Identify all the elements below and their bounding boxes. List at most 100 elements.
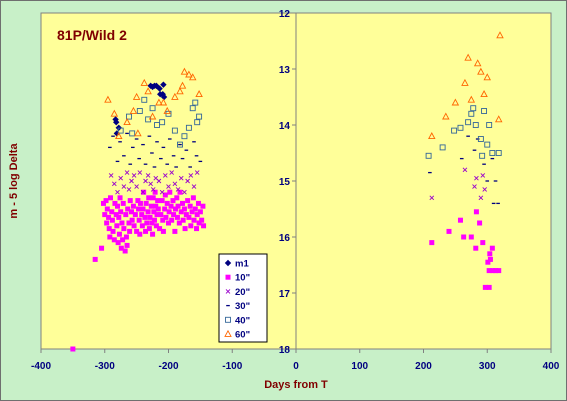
data-point xyxy=(461,234,467,240)
data-point xyxy=(131,173,137,178)
data-point xyxy=(489,245,495,251)
data-point xyxy=(477,67,485,75)
data-point xyxy=(191,184,197,189)
data-point xyxy=(149,220,155,226)
data-point xyxy=(137,200,143,206)
data-point xyxy=(477,220,483,226)
data-point xyxy=(465,119,472,126)
data-point xyxy=(490,268,496,274)
data-point xyxy=(118,245,124,251)
data-point xyxy=(134,184,139,189)
data-point xyxy=(109,209,115,215)
data-point xyxy=(482,284,488,290)
series-1 xyxy=(70,189,502,352)
data-point xyxy=(185,70,193,78)
data-point xyxy=(106,226,112,232)
data-point xyxy=(442,112,450,120)
data-point xyxy=(104,206,110,212)
series-4 xyxy=(117,96,502,159)
data-point xyxy=(461,78,469,86)
data-point xyxy=(136,217,142,223)
data-point xyxy=(169,217,175,223)
data-point xyxy=(480,90,488,98)
data-point xyxy=(132,212,138,218)
data-point xyxy=(472,122,479,128)
legend-label: 40" xyxy=(235,315,250,326)
data-point xyxy=(130,203,136,209)
data-point xyxy=(468,234,474,240)
data-point xyxy=(154,212,160,218)
data-point xyxy=(155,206,161,212)
data-point xyxy=(177,141,183,148)
data-point xyxy=(190,195,196,201)
data-point xyxy=(122,248,128,254)
data-point xyxy=(496,268,502,274)
data-point xyxy=(123,118,131,126)
data-point xyxy=(487,256,493,262)
data-point xyxy=(171,212,177,218)
data-point xyxy=(429,240,435,246)
data-point xyxy=(200,203,206,209)
data-point xyxy=(194,170,200,175)
data-point xyxy=(162,192,168,198)
data-point xyxy=(428,132,436,140)
data-point xyxy=(482,187,488,192)
series-3 xyxy=(108,132,500,205)
data-point xyxy=(137,170,143,175)
data-point xyxy=(486,268,492,274)
x-tick-label: -200 xyxy=(158,361,178,372)
data-point xyxy=(148,112,157,120)
data-point xyxy=(160,228,166,234)
data-point xyxy=(129,130,136,137)
data-point xyxy=(136,108,143,114)
data-point xyxy=(150,231,156,237)
data-point xyxy=(132,92,141,100)
data-point xyxy=(181,133,188,140)
data-point xyxy=(116,231,122,237)
legend-label: 10" xyxy=(235,273,250,284)
data-point xyxy=(146,226,152,232)
legend-marker xyxy=(224,259,232,267)
data-point xyxy=(172,181,178,187)
data-point xyxy=(170,198,176,204)
data-point xyxy=(176,220,182,226)
data-point xyxy=(178,175,184,181)
data-point xyxy=(194,119,201,126)
data-point xyxy=(106,214,112,220)
data-point xyxy=(151,217,157,223)
data-point xyxy=(196,113,203,120)
data-point xyxy=(146,195,152,201)
data-point xyxy=(477,136,484,142)
data-point xyxy=(167,189,173,195)
series-2 xyxy=(108,167,488,201)
data-point xyxy=(126,220,132,226)
data-point xyxy=(121,226,127,232)
data-point xyxy=(457,124,464,131)
data-point xyxy=(145,209,151,215)
data-point xyxy=(451,127,458,134)
data-point xyxy=(143,228,149,234)
data-point xyxy=(157,226,163,232)
data-point xyxy=(110,228,116,234)
data-point xyxy=(155,198,161,204)
y-tick-label: 14 xyxy=(279,121,291,132)
data-point xyxy=(479,152,486,159)
data-point xyxy=(468,110,475,117)
data-point xyxy=(118,209,124,215)
legend: m1 10" 20" 30" 40" 60" xyxy=(218,253,268,343)
data-point xyxy=(185,178,190,184)
data-point xyxy=(486,122,493,128)
data-point xyxy=(149,105,156,112)
data-point xyxy=(143,200,149,206)
data-point xyxy=(113,119,120,126)
data-point xyxy=(134,129,142,137)
data-point xyxy=(139,223,145,229)
data-point xyxy=(470,105,477,112)
data-point xyxy=(113,212,119,218)
data-point xyxy=(115,132,123,140)
x-tick-label: -100 xyxy=(222,361,242,372)
data-point xyxy=(159,189,165,195)
data-point xyxy=(166,184,171,189)
data-point xyxy=(126,187,132,192)
data-point xyxy=(172,228,178,234)
